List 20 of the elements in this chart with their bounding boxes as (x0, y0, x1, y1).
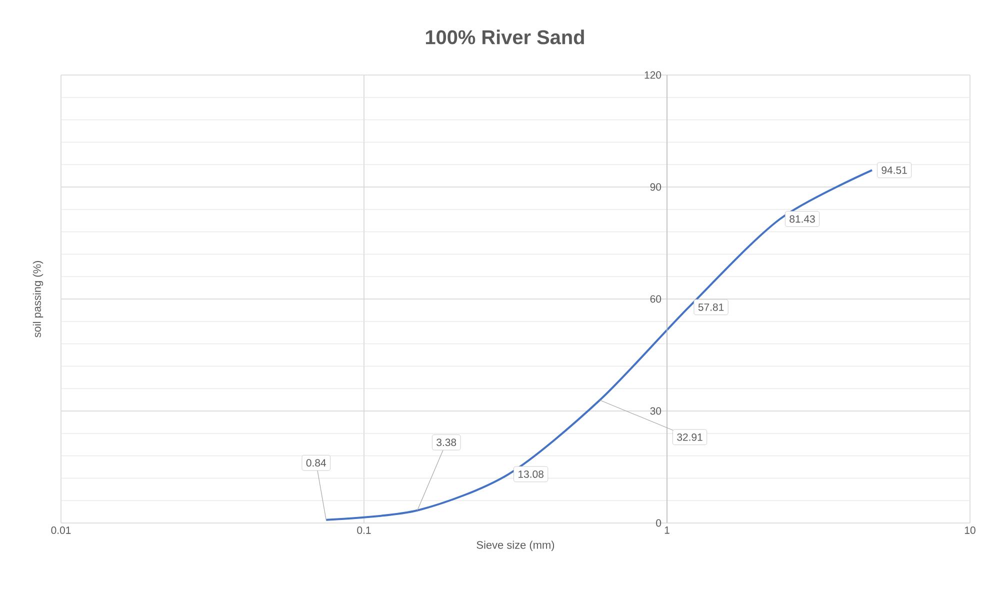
x-axis-title: Sieve size (mm) (476, 540, 554, 551)
x-tick-label: 0.01 (51, 526, 71, 534)
line-series (325, 169, 874, 521)
y-tick-label: 120 (644, 71, 662, 79)
x-tick-label: 10 (964, 526, 976, 534)
x-tick-label: 0.1 (357, 526, 371, 534)
y-tick-label: 60 (650, 295, 662, 303)
annotation: 32.91 (677, 433, 702, 441)
y-tick-label: 90 (650, 183, 662, 191)
text: 13.08 (518, 470, 544, 478)
y-axis-title: soil passing (%) (32, 261, 44, 338)
annotation: 3.38 (436, 438, 456, 446)
chart-title: 100% River Sand (426, 30, 584, 44)
text: 81.43 (790, 215, 815, 223)
y-tick-label: 30 (650, 407, 662, 415)
text: 94.51 (882, 166, 907, 174)
x-tick-label: 1 (664, 526, 670, 534)
y-tick-label: 0 (656, 519, 662, 527)
annotation: 0.84 (306, 459, 326, 467)
text: 57.81 (698, 303, 724, 311)
